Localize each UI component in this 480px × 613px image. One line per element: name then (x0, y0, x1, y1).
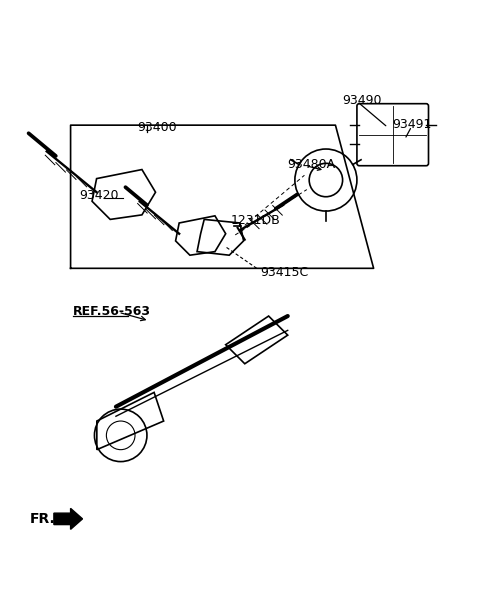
Text: 93490: 93490 (343, 94, 382, 107)
Text: 93415C: 93415C (261, 265, 309, 279)
Text: 1231DB: 1231DB (230, 214, 280, 227)
Text: 93480A: 93480A (288, 158, 336, 171)
Text: 93491: 93491 (393, 118, 432, 131)
Text: 93400: 93400 (137, 121, 177, 134)
Polygon shape (54, 508, 83, 530)
Text: 93420: 93420 (79, 189, 119, 202)
Text: REF.56-563: REF.56-563 (73, 305, 151, 318)
Text: FR.: FR. (30, 512, 56, 526)
